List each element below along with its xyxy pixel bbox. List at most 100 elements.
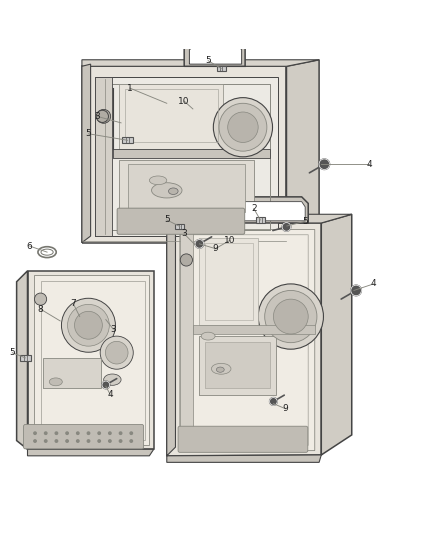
Circle shape <box>137 225 140 227</box>
Circle shape <box>130 440 132 442</box>
Circle shape <box>127 225 129 227</box>
Circle shape <box>34 432 36 434</box>
PathPatch shape <box>28 449 154 456</box>
Ellipse shape <box>152 183 182 198</box>
PathPatch shape <box>184 41 245 66</box>
PathPatch shape <box>43 358 102 389</box>
Text: 6: 6 <box>27 241 32 251</box>
Bar <box>122 137 133 143</box>
Circle shape <box>260 434 262 437</box>
Circle shape <box>127 215 129 217</box>
Circle shape <box>169 225 172 227</box>
Circle shape <box>109 432 111 434</box>
PathPatch shape <box>321 214 352 455</box>
Text: 5: 5 <box>9 348 15 357</box>
PathPatch shape <box>199 336 276 395</box>
Circle shape <box>109 440 111 442</box>
Circle shape <box>269 398 277 405</box>
Text: 2: 2 <box>251 204 257 213</box>
PathPatch shape <box>82 66 286 243</box>
PathPatch shape <box>82 60 319 66</box>
Ellipse shape <box>169 188 178 195</box>
PathPatch shape <box>189 46 242 64</box>
Circle shape <box>159 225 161 227</box>
Circle shape <box>100 336 133 369</box>
Circle shape <box>45 440 47 442</box>
PathPatch shape <box>113 149 270 158</box>
PathPatch shape <box>199 238 258 325</box>
PathPatch shape <box>180 230 315 451</box>
Circle shape <box>226 434 228 437</box>
Text: 5: 5 <box>205 56 211 65</box>
Circle shape <box>55 432 58 434</box>
Ellipse shape <box>201 332 215 340</box>
Ellipse shape <box>49 378 62 386</box>
Circle shape <box>319 159 329 169</box>
PathPatch shape <box>95 77 278 236</box>
Circle shape <box>61 298 116 352</box>
Bar <box>256 217 265 223</box>
Text: 7: 7 <box>71 299 76 308</box>
Circle shape <box>202 434 205 437</box>
Circle shape <box>34 440 36 442</box>
Circle shape <box>219 103 267 151</box>
Circle shape <box>66 440 68 442</box>
Circle shape <box>233 225 236 227</box>
PathPatch shape <box>180 230 193 451</box>
Circle shape <box>98 440 100 442</box>
PathPatch shape <box>167 214 352 223</box>
Text: 9: 9 <box>283 405 289 413</box>
Text: 3: 3 <box>110 325 116 334</box>
Circle shape <box>119 432 122 434</box>
Circle shape <box>98 432 100 434</box>
FancyBboxPatch shape <box>24 424 144 449</box>
PathPatch shape <box>205 342 270 389</box>
Circle shape <box>237 434 240 437</box>
Text: 3: 3 <box>181 229 187 238</box>
PathPatch shape <box>232 197 308 223</box>
Circle shape <box>212 225 215 227</box>
Circle shape <box>97 109 111 123</box>
PathPatch shape <box>193 325 315 334</box>
Circle shape <box>228 112 258 142</box>
Circle shape <box>102 381 110 389</box>
Circle shape <box>148 215 150 217</box>
Ellipse shape <box>216 367 224 372</box>
FancyBboxPatch shape <box>117 208 245 235</box>
PathPatch shape <box>167 455 321 462</box>
Circle shape <box>195 239 204 248</box>
Circle shape <box>169 215 172 217</box>
Circle shape <box>258 284 323 349</box>
Circle shape <box>191 225 193 227</box>
Circle shape <box>106 341 128 364</box>
Circle shape <box>223 215 225 217</box>
Circle shape <box>74 311 102 339</box>
Circle shape <box>272 434 274 437</box>
Circle shape <box>87 440 90 442</box>
Circle shape <box>130 432 132 434</box>
Circle shape <box>214 434 216 437</box>
PathPatch shape <box>95 77 113 236</box>
Text: 5: 5 <box>302 217 308 226</box>
PathPatch shape <box>167 223 176 456</box>
Circle shape <box>226 442 228 445</box>
Circle shape <box>214 442 216 445</box>
Circle shape <box>180 254 192 266</box>
Text: 5: 5 <box>164 215 170 224</box>
Ellipse shape <box>212 364 231 374</box>
Circle shape <box>119 440 122 442</box>
Bar <box>176 224 184 229</box>
Circle shape <box>249 442 251 445</box>
Circle shape <box>249 434 251 437</box>
Circle shape <box>260 442 262 445</box>
PathPatch shape <box>119 84 223 149</box>
Circle shape <box>66 432 68 434</box>
Bar <box>217 66 226 71</box>
Circle shape <box>137 215 140 217</box>
Circle shape <box>148 225 150 227</box>
Text: 1: 1 <box>127 84 133 93</box>
Circle shape <box>45 432 47 434</box>
Text: 8: 8 <box>38 305 43 313</box>
Circle shape <box>35 293 47 305</box>
Circle shape <box>77 440 79 442</box>
